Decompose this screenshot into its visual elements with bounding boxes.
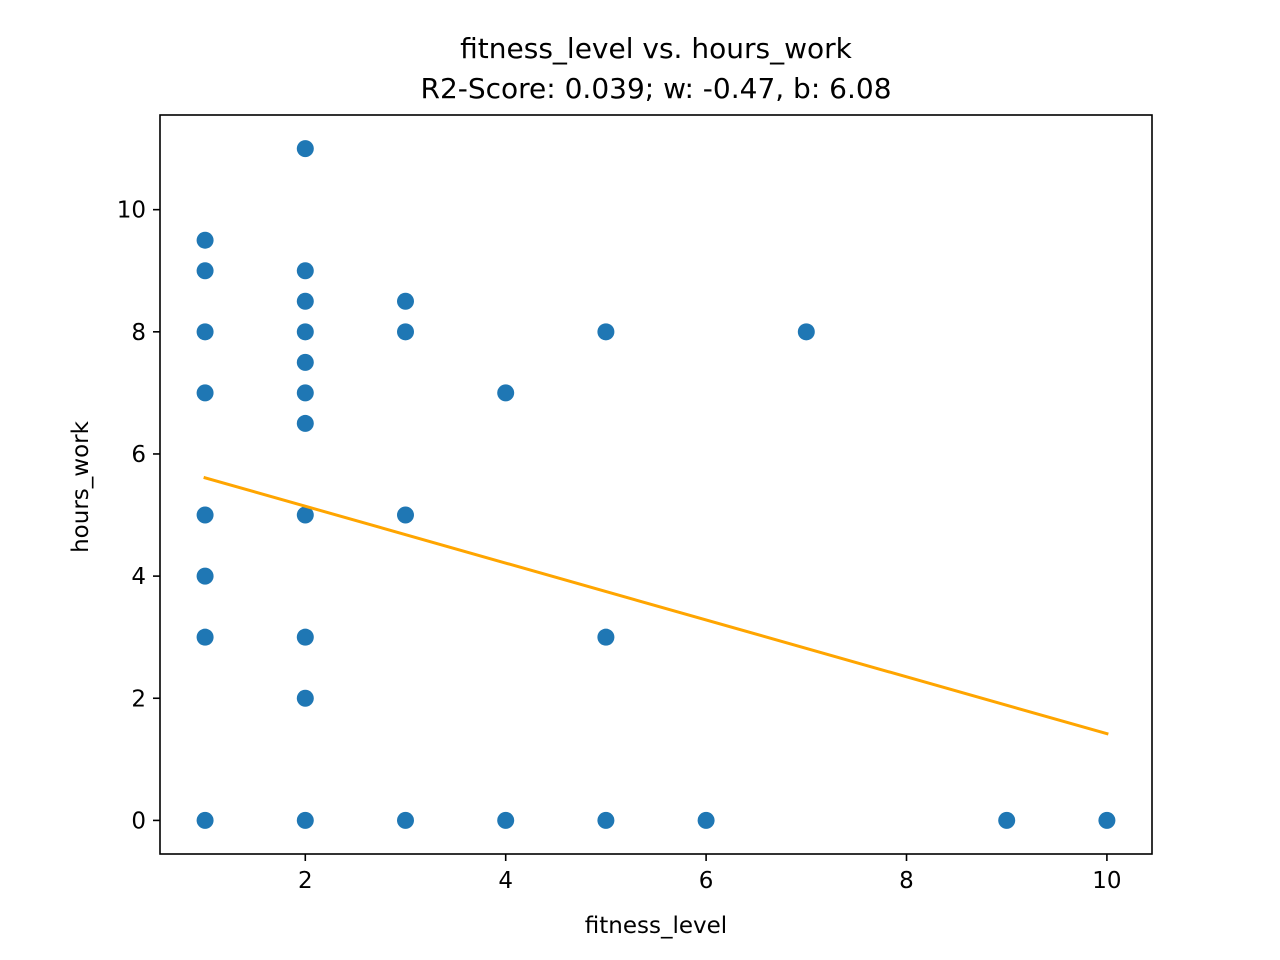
data-point: [998, 811, 1016, 829]
data-point: [296, 811, 314, 829]
data-point: [196, 384, 214, 402]
x-tick-label: 6: [699, 868, 714, 894]
data-point: [597, 628, 615, 646]
x-tick-label: 8: [899, 868, 914, 894]
x-tick-label: 2: [298, 868, 313, 894]
data-point: [296, 628, 314, 646]
y-tick-label: 6: [131, 442, 146, 468]
data-point: [296, 414, 314, 432]
y-axis: 0 2 4 6 8 10: [117, 198, 160, 834]
data-point: [196, 567, 214, 585]
data-point: [296, 384, 314, 402]
data-point: [597, 323, 615, 341]
data-point: [396, 811, 414, 829]
data-point: [497, 384, 515, 402]
y-tick-label: 0: [131, 808, 146, 834]
axes-frame: [159, 114, 1153, 855]
y-axis-label: hours_work: [68, 420, 94, 553]
x-tick-label: 10: [1092, 868, 1121, 894]
data-point: [797, 323, 815, 341]
data-point: [396, 506, 414, 524]
data-point: [396, 292, 414, 310]
data-point: [296, 353, 314, 371]
plot-area: [196, 140, 1116, 829]
regression-line: [203, 475, 1109, 736]
data-point: [497, 811, 515, 829]
y-tick-label: 8: [131, 320, 146, 346]
data-point: [196, 628, 214, 646]
data-point: [196, 811, 214, 829]
chart-subtitle: R2-Score: 0.039; w: -0.47, b: 6.08: [420, 72, 891, 105]
data-point: [196, 323, 214, 341]
data-point: [296, 292, 314, 310]
chart-title: fitness_level vs. hours_work: [460, 32, 852, 65]
data-point: [697, 811, 715, 829]
data-point: [296, 323, 314, 341]
data-point: [196, 262, 214, 280]
data-point: [296, 506, 314, 524]
data-point: [296, 262, 314, 280]
y-tick-label: 10: [117, 198, 146, 224]
data-point: [296, 689, 314, 707]
y-tick-label: 2: [131, 686, 146, 712]
data-point: [196, 506, 214, 524]
data-point: [396, 323, 414, 341]
x-tick-label: 4: [498, 868, 513, 894]
data-point: [196, 231, 214, 249]
data-point: [1098, 811, 1116, 829]
y-tick-label: 4: [131, 564, 146, 590]
data-point: [296, 140, 314, 158]
data-point: [597, 811, 615, 829]
x-axis-label: fitness_level: [585, 913, 727, 939]
x-axis: 2 4 6 8 10: [298, 854, 1122, 894]
